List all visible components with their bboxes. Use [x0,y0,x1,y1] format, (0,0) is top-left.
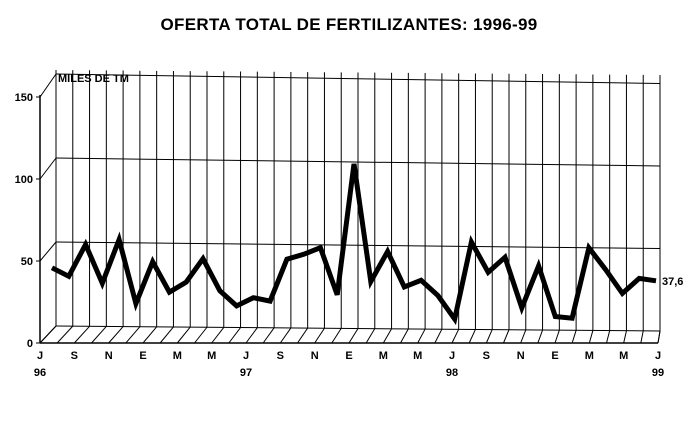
floor-line [194,326,208,344]
x-tick-label: M [413,350,422,362]
floor-line [606,330,611,344]
x-tick-label: J [243,350,249,362]
label-layer: MILES DE TM 37,6 J S N E M M J S N E M M J S N E M M J 96 97 98… [34,73,684,379]
y-tick-label: 150 [15,92,33,104]
y-tick-label: 0 [27,338,33,350]
x-tick-label: N [517,350,525,362]
floor-line [73,325,90,344]
floor-line [400,328,409,344]
series-line [50,163,657,326]
x-tick-label: M [585,350,594,362]
x-year-label: 96 [34,367,46,379]
floor-line [623,330,627,344]
x-year-label: 98 [446,367,458,379]
y-tick-label: 50 [21,256,33,268]
x-tick-label: M [173,350,182,362]
x-tick-label: M [619,350,628,362]
floor-line [382,328,392,344]
end-value-label: 37,6 [662,276,683,288]
y-axis-label: MILES DE TM [58,73,129,85]
floor-line [39,325,57,344]
floor-line [297,327,309,344]
x-tick-label: S [277,350,284,362]
x-tick-label: J [655,350,661,362]
grid-layer [39,70,661,344]
floor-line [520,329,527,344]
floor-line [588,330,594,344]
floor-line [176,326,191,344]
floor-line [331,328,342,344]
x-tick-label: N [311,350,319,362]
floor-line [554,330,560,344]
x-tick-label: J [449,350,455,362]
chart-title: OFERTA TOTAL DE FERTILIZANTES: 1996-99 [160,15,538,34]
x-tick-label: E [345,350,352,362]
floor-right-edge [657,330,661,344]
gridline-side-100 [39,157,57,180]
floor-line [314,327,325,344]
floor-line [262,327,275,344]
floor-line [468,329,476,344]
floor-line [142,326,158,344]
floor-line [485,329,493,344]
x-year-label: 97 [240,367,252,379]
floor-line [91,326,107,344]
floor-line [417,328,426,344]
x-tick-label: E [551,350,558,362]
floor-line [279,327,292,344]
y-tick-label: 100 [15,174,33,186]
x-tick-label: S [483,350,490,362]
gridline-side-150 [39,73,57,98]
x-tick-label: M [207,350,216,362]
floor-line [451,329,460,344]
x-tick-label: M [379,350,388,362]
x-tick-label: E [139,350,146,362]
axis-layer: 0 50 100 150 [15,92,661,350]
floor-line [228,327,241,344]
x-tick-label: J [37,350,43,362]
floor-line [640,330,644,344]
floor-line [56,325,74,344]
x-tick-label: N [105,350,113,362]
floor-line [571,330,577,344]
floor-line [348,328,359,344]
floor-line [537,329,544,344]
floor-line [108,326,124,344]
floor-line [503,329,510,344]
floor-line [125,326,141,344]
floor-line [245,327,258,344]
series-layer [50,163,657,326]
floor-line [434,328,443,344]
floor-line [365,328,376,344]
x-tick-label: S [71,350,78,362]
floor-line [159,326,174,344]
floor-line [211,327,225,344]
x-year-label: 99 [652,367,664,379]
gridline-side-50 [39,241,57,262]
